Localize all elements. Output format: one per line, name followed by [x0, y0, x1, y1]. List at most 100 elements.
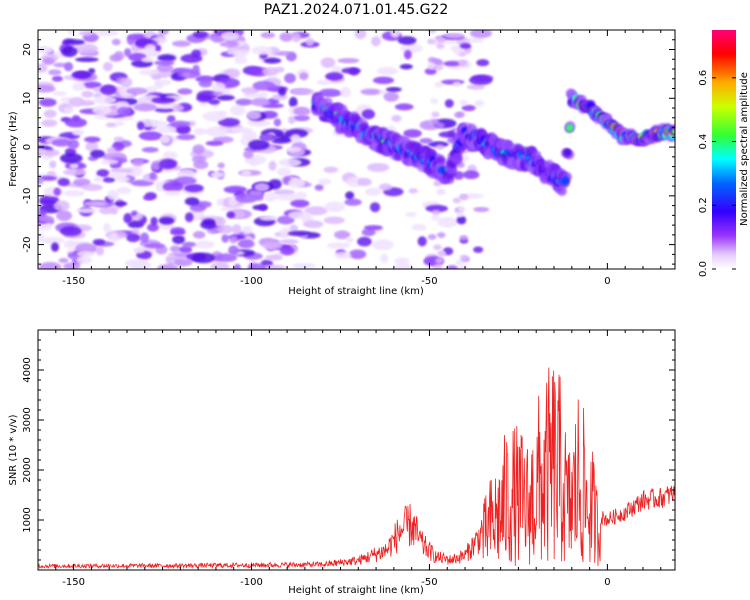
heatmap-cell [182, 241, 196, 248]
heatmap-cell [299, 72, 309, 81]
heatmap-cell [53, 90, 67, 97]
y-tick-label: 0 [22, 144, 33, 150]
heatmap-cell [217, 117, 241, 127]
colorbar-tick-label: 0.2 [698, 197, 709, 213]
heatmap-cell [284, 73, 296, 84]
heatmap-cell [411, 223, 427, 231]
heatmap-cell [254, 182, 270, 192]
heatmap-cell [247, 119, 264, 127]
heatmap-cell [360, 88, 381, 96]
heatmap-cell [215, 217, 226, 226]
heatmap-cell [237, 239, 255, 249]
y-tick-label: 10 [22, 92, 33, 105]
heatmap-cell [92, 238, 106, 246]
heatmap-cell [371, 239, 394, 251]
heatmap-cell [288, 96, 298, 108]
heatmap-cell [417, 236, 427, 247]
heatmap-cell [192, 231, 206, 239]
heatmap-cell [153, 60, 175, 66]
heatmap-cell [437, 216, 458, 228]
heatmap-cell [443, 32, 465, 39]
heatmap-cell [102, 61, 113, 72]
heatmap-cell [57, 178, 70, 187]
heatmap-cell [158, 158, 177, 170]
heatmap-cell [363, 225, 383, 231]
heatmap-cell [126, 87, 148, 95]
heatmap-cell [170, 229, 186, 236]
heatmap-cell [443, 61, 461, 67]
heatmap-cell [81, 90, 94, 98]
heatmap-cell [43, 109, 57, 118]
heatmap-cell [100, 84, 117, 96]
heatmap-cell [47, 69, 62, 76]
heatmap-cell [290, 88, 315, 96]
heatmap-cell [150, 216, 158, 226]
heatmap-cell [144, 243, 166, 249]
heatmap-cell [361, 109, 376, 120]
heatmap-cell [337, 57, 360, 64]
heatmap-cell [288, 210, 311, 220]
heatmap-cell [126, 35, 136, 46]
heatmap-cell [276, 167, 292, 177]
heatmap-cell [459, 43, 472, 49]
heatmap-cell [38, 232, 45, 242]
heatmap-cell [81, 183, 103, 191]
heatmap-cell [63, 190, 85, 197]
heatmap-cell [435, 257, 444, 264]
heatmap-cell [51, 139, 73, 147]
heatmap-cell [235, 98, 253, 106]
x-tick-label: 0 [604, 276, 610, 287]
heatmap-cell [214, 253, 238, 262]
snr-axes: -150 -100 -50 0 1000 2000 3000 4000 [22, 329, 675, 588]
heatmap-cell [241, 87, 260, 94]
heatmap-cell [90, 149, 105, 159]
snr-frame [37, 329, 676, 571]
heatmap-cell [436, 43, 445, 50]
spectrogram-ylabel: Frequency (Hz) [8, 111, 19, 187]
heatmap-cell [276, 215, 295, 225]
heatmap-cell [63, 240, 76, 249]
heatmap-cell [123, 48, 132, 57]
heatmap-cell [323, 216, 345, 225]
heatmap-cell [405, 211, 417, 217]
heatmap-cell [394, 103, 414, 111]
heatmap-cell [221, 234, 229, 243]
heatmap-cell [96, 246, 105, 256]
heatmap-cell [425, 204, 449, 213]
heatmap-cell [380, 253, 389, 264]
heatmap-cell [111, 38, 121, 46]
heatmap-cell [93, 96, 117, 105]
heatmap-cell [361, 228, 376, 237]
heatmap-cell [208, 98, 221, 105]
y-tick-label: 3000 [22, 407, 33, 432]
heatmap-cell [38, 98, 57, 107]
heatmap-cell [126, 233, 141, 243]
heatmap-cell [158, 216, 175, 225]
heatmap-cell [147, 223, 159, 232]
heatmap-cell [434, 81, 444, 88]
heatmap-cell [452, 48, 462, 55]
heatmap-cell [93, 176, 104, 183]
heatmap-cell [184, 183, 204, 193]
heatmap-cell [195, 240, 215, 249]
heatmap-cell [275, 194, 300, 201]
heatmap-cell [139, 232, 150, 243]
heatmap-cell [138, 69, 160, 76]
heatmap-cell [455, 259, 464, 266]
heatmap-cell [248, 189, 263, 197]
heatmap-cell [262, 66, 279, 77]
heatmap-cell [170, 120, 191, 128]
heatmap-cell [431, 119, 440, 126]
heatmap-cell [82, 81, 102, 89]
heatmap-cell [205, 140, 224, 146]
heatmap-cell [466, 84, 486, 90]
heatmap-cell [326, 242, 351, 249]
heatmap-cell [220, 31, 240, 41]
heatmap-cell [403, 49, 412, 60]
heatmap-cell [249, 157, 258, 167]
heatmap-cell [92, 104, 112, 115]
heatmap-cell [290, 134, 301, 142]
y-tick-label: -20 [22, 236, 33, 252]
heatmap-cell [151, 74, 162, 80]
